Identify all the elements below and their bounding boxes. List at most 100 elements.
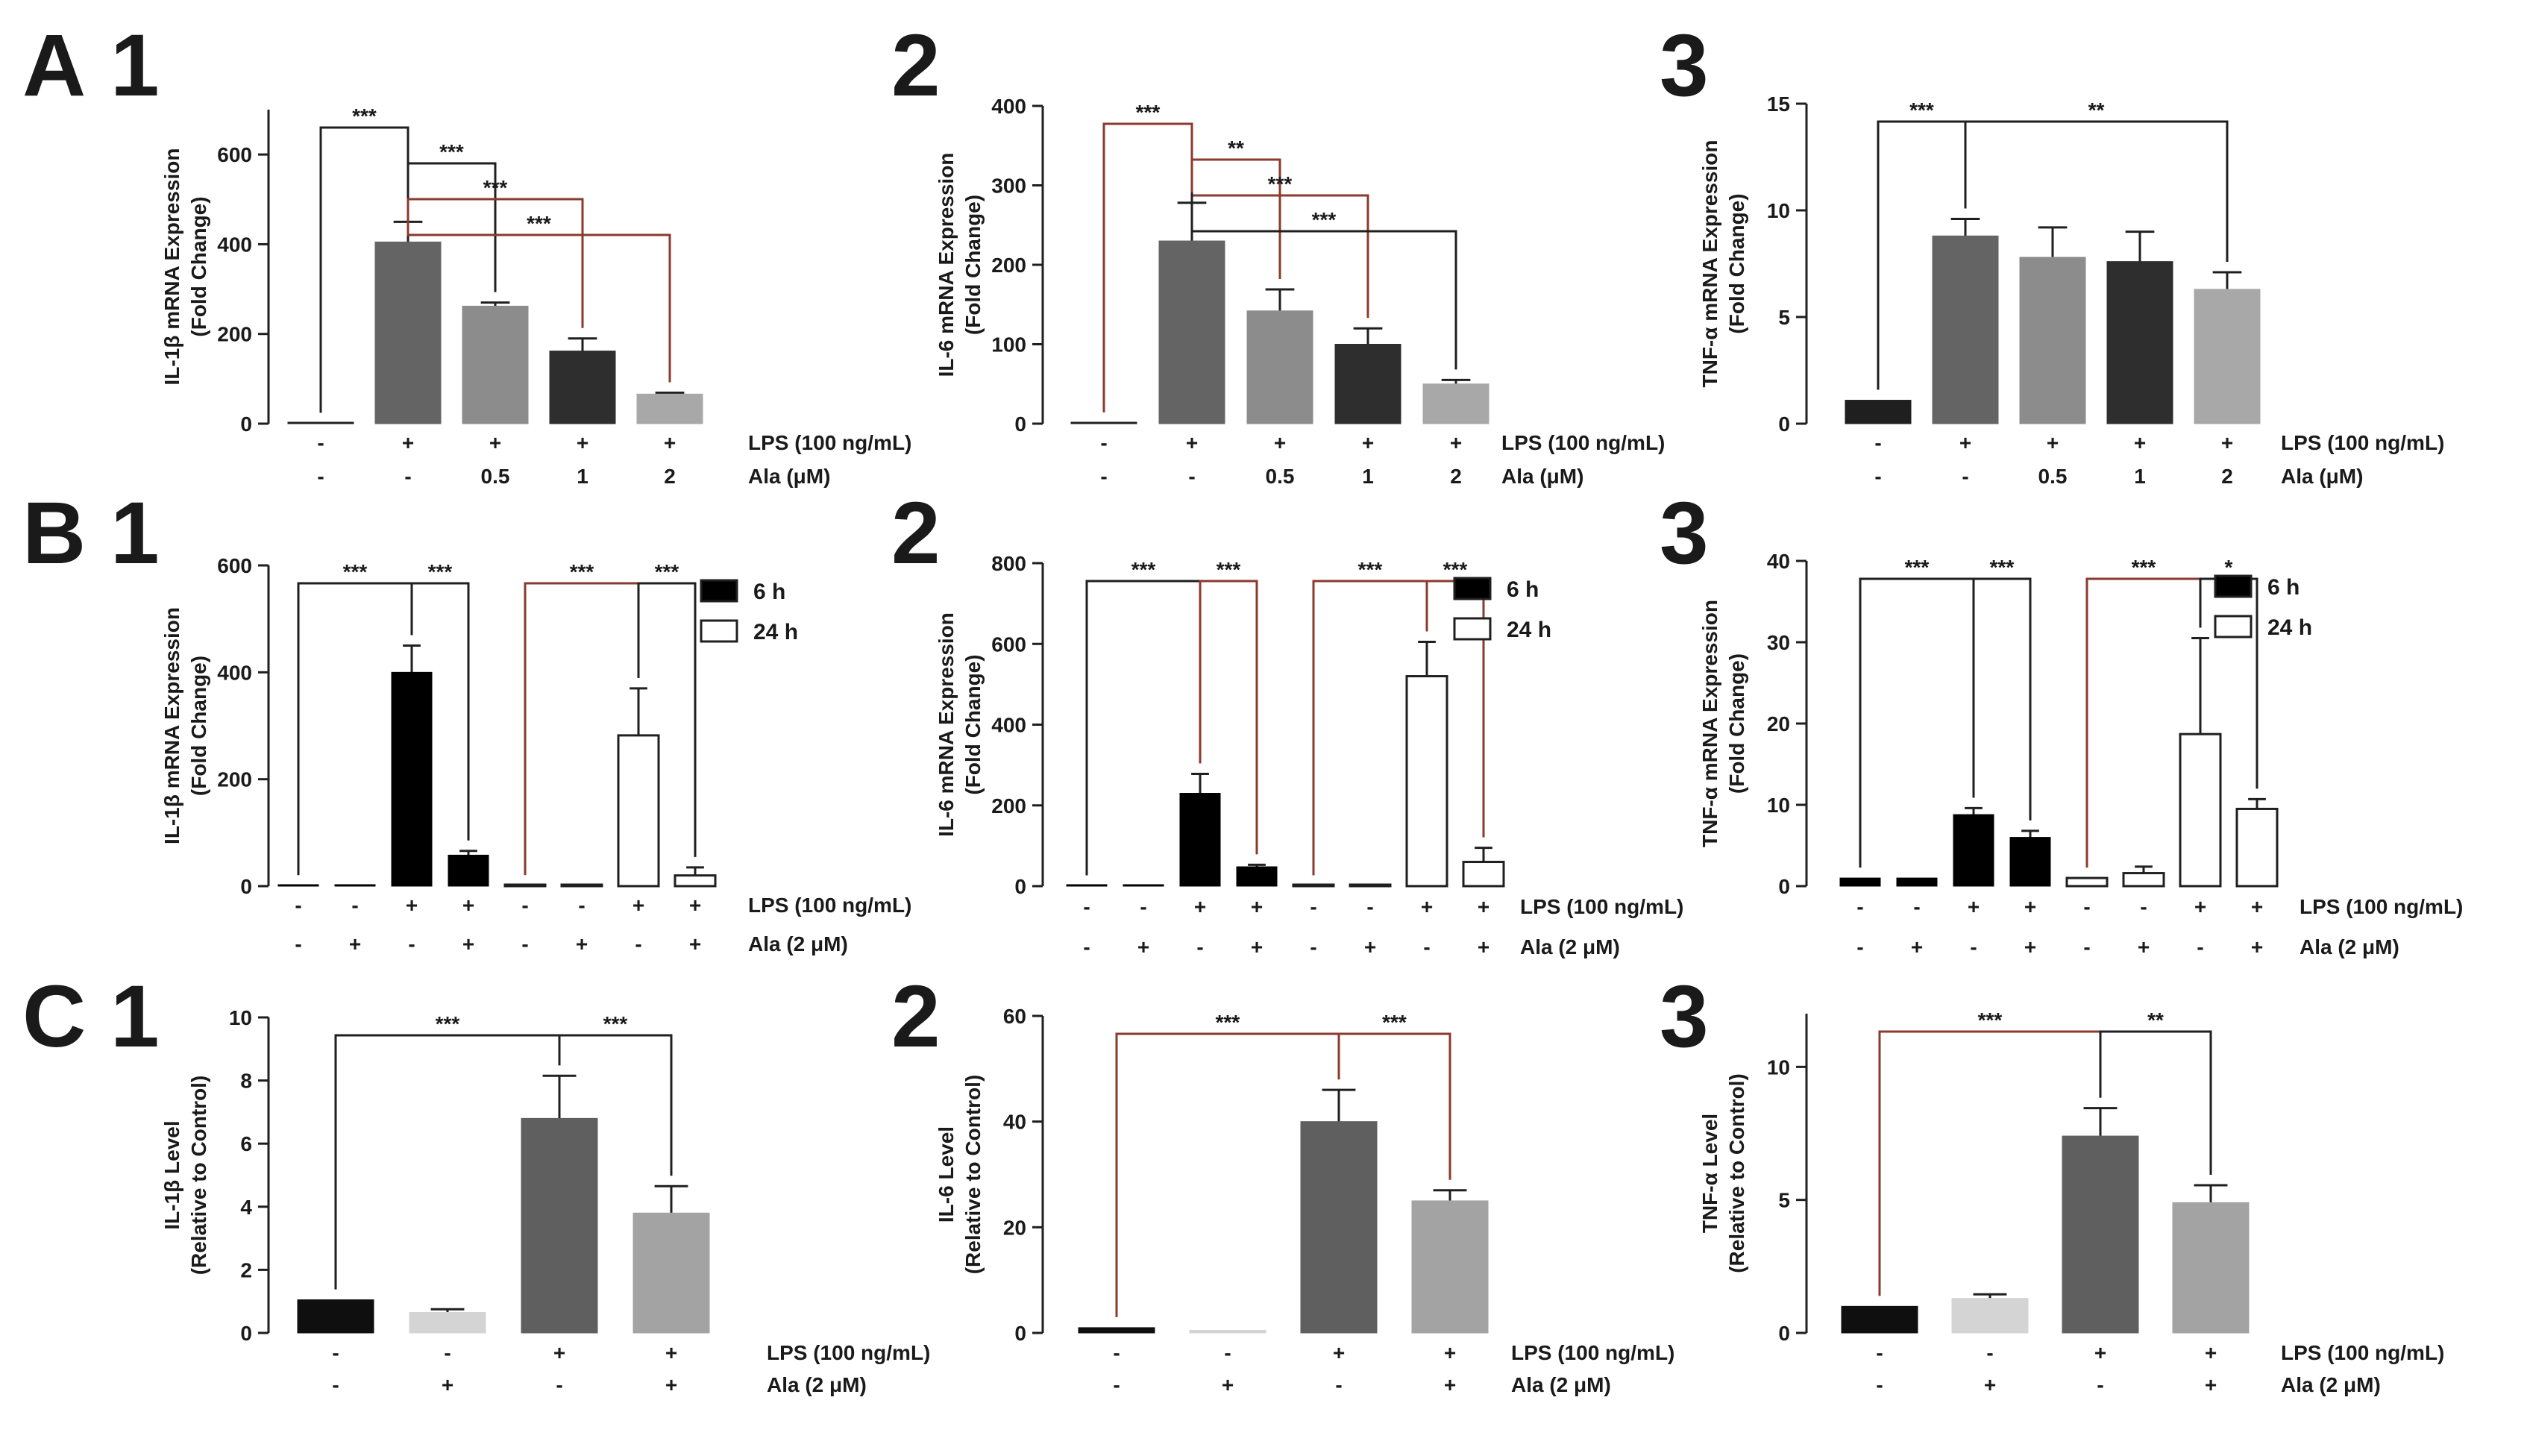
- y-tick-label: 40: [1003, 1111, 1026, 1134]
- panel-number-b2: 2: [891, 484, 941, 583]
- y-axis-subtitle: (Fold Change): [187, 196, 210, 336]
- condition-symbol: -: [2140, 895, 2147, 918]
- condition-symbol: +: [2221, 431, 2233, 454]
- significance-label: ***: [343, 560, 368, 583]
- bar: [636, 393, 703, 424]
- chart-c2: 0 20 40 60 IL-6 Level (Relative to Control) **…: [935, 1005, 1674, 1396]
- y-tick-label: 400: [217, 233, 252, 256]
- condition-label: Ala (2 μM): [767, 1373, 867, 1396]
- significance-label: **: [2088, 98, 2105, 122]
- condition-symbol: +: [576, 932, 588, 956]
- condition-symbol: -: [1083, 935, 1090, 958]
- condition-symbol: +: [2205, 1341, 2217, 1364]
- condition-symbol: +: [577, 431, 588, 454]
- y-tick-label: 100: [991, 333, 1026, 357]
- condition-symbol: +: [349, 932, 361, 956]
- bar: [1839, 877, 1881, 887]
- condition-symbol: -: [1100, 431, 1107, 454]
- panel-number-b1: 1: [110, 484, 160, 583]
- significance-bracket: [1199, 580, 1258, 855]
- condition-symbol: 0.5: [2038, 465, 2068, 488]
- condition-symbol: +: [2251, 895, 2263, 918]
- condition-symbol: -: [332, 1373, 339, 1396]
- y-tick-label: 20: [1767, 712, 1790, 735]
- condition-symbol: -: [1423, 935, 1430, 958]
- condition-symbol: +: [2205, 1373, 2217, 1396]
- bar: [1845, 400, 1912, 424]
- condition-label: Ala (2 μM): [1520, 935, 1620, 958]
- chart-a2: 0 100 200 300 400 IL-6 mRNA Expression (Fold C…: [935, 95, 1665, 488]
- y-tick-label: 200: [217, 768, 252, 791]
- significance-bracket: [1190, 192, 1457, 370]
- row-letter-a: A: [22, 16, 86, 115]
- condition-symbol: +: [1362, 431, 1374, 454]
- row-letter-c: C: [22, 967, 86, 1066]
- bar: [2122, 872, 2165, 888]
- y-axis-title: IL-1β mRNA Expression: [160, 607, 183, 844]
- y-tick-label: 10: [1767, 199, 1790, 222]
- condition-symbol: -: [1962, 465, 1968, 488]
- bar: [2019, 257, 2086, 424]
- y-axis-subtitle: (Fold Change): [961, 195, 985, 335]
- bar: [1078, 1327, 1155, 1334]
- y-tick-label: 0: [1778, 412, 1790, 436]
- significance-label: ***: [1217, 558, 1241, 581]
- condition-symbol: -: [1188, 465, 1195, 488]
- y-axis-title: IL-6 mRNA Expression: [935, 612, 958, 837]
- condition-label: Ala (μM): [2281, 465, 2363, 488]
- condition-symbol: -: [1100, 465, 1107, 488]
- condition-symbol: +: [2047, 431, 2059, 454]
- bar: [2179, 732, 2222, 888]
- chart-a1: 0 200 400 600 IL-1β mRNA Expression (Fold Cha…: [160, 104, 911, 488]
- y-tick-label: 600: [217, 554, 252, 577]
- significance-bracket: [1102, 122, 1193, 412]
- bar: [448, 854, 489, 887]
- y-tick-label: 0: [240, 412, 252, 436]
- condition-symbol: -: [404, 465, 411, 488]
- bar: [560, 883, 603, 888]
- condition-symbol: -: [444, 1341, 451, 1364]
- bar: [1841, 1305, 1918, 1334]
- panel-number-c1: 1: [110, 967, 160, 1066]
- y-axis-title: IL-6 mRNA Expression: [935, 153, 958, 377]
- condition-symbol: 0.5: [1266, 465, 1295, 488]
- chart-b1: 0 200 400 600 IL-1β mRNA Expression (Fold Cha…: [160, 554, 911, 956]
- condition-label: LPS (100 ng/mL): [2300, 895, 2463, 918]
- y-axis-title: TNF-α Level: [1698, 1114, 1721, 1233]
- significance-label: ***: [655, 560, 679, 583]
- condition-symbol: -: [2083, 935, 2090, 958]
- significance-bracket: [1337, 1032, 1451, 1180]
- condition-symbol: 0.5: [481, 465, 510, 488]
- condition-symbol: 2: [1450, 465, 1462, 488]
- y-tick-label: 400: [991, 714, 1026, 737]
- condition-label: Ala (2 μM): [2281, 1373, 2381, 1396]
- significance-bracket: [1972, 577, 2032, 820]
- condition-label: LPS (100 ng/mL): [1501, 431, 1665, 454]
- bar: [549, 351, 616, 424]
- condition-label: LPS (100 ng/mL): [2281, 431, 2444, 454]
- legend-swatch: [700, 579, 738, 603]
- y-tick-label: 15: [1767, 92, 1790, 116]
- significance-label: ***: [2132, 556, 2156, 579]
- significance-label: ***: [527, 212, 551, 235]
- condition-symbol: +: [665, 1373, 677, 1396]
- condition-symbol: -: [295, 932, 301, 956]
- significance-bracket: [558, 1034, 673, 1176]
- bar: [409, 1312, 486, 1334]
- condition-label: LPS (100 ng/mL): [2281, 1341, 2444, 1364]
- significance-bracket: [1964, 120, 2229, 262]
- significance-label: ***: [603, 1012, 628, 1035]
- y-tick-label: 800: [991, 552, 1026, 575]
- condition-label: LPS (100 ng/mL): [748, 894, 911, 917]
- significance-label: ***: [1268, 172, 1293, 195]
- condition-symbol: -: [1366, 895, 1373, 918]
- y-tick-label: 0: [1014, 1322, 1026, 1345]
- condition-label: Ala (2 μM): [1511, 1373, 1611, 1396]
- significance-label: ***: [352, 104, 377, 128]
- bar: [1953, 814, 1994, 887]
- significance-label: ***: [1136, 101, 1161, 124]
- condition-symbol: -: [1986, 1341, 1993, 1364]
- condition-label: LPS (100 ng/mL): [767, 1341, 930, 1364]
- bar: [1189, 1329, 1266, 1334]
